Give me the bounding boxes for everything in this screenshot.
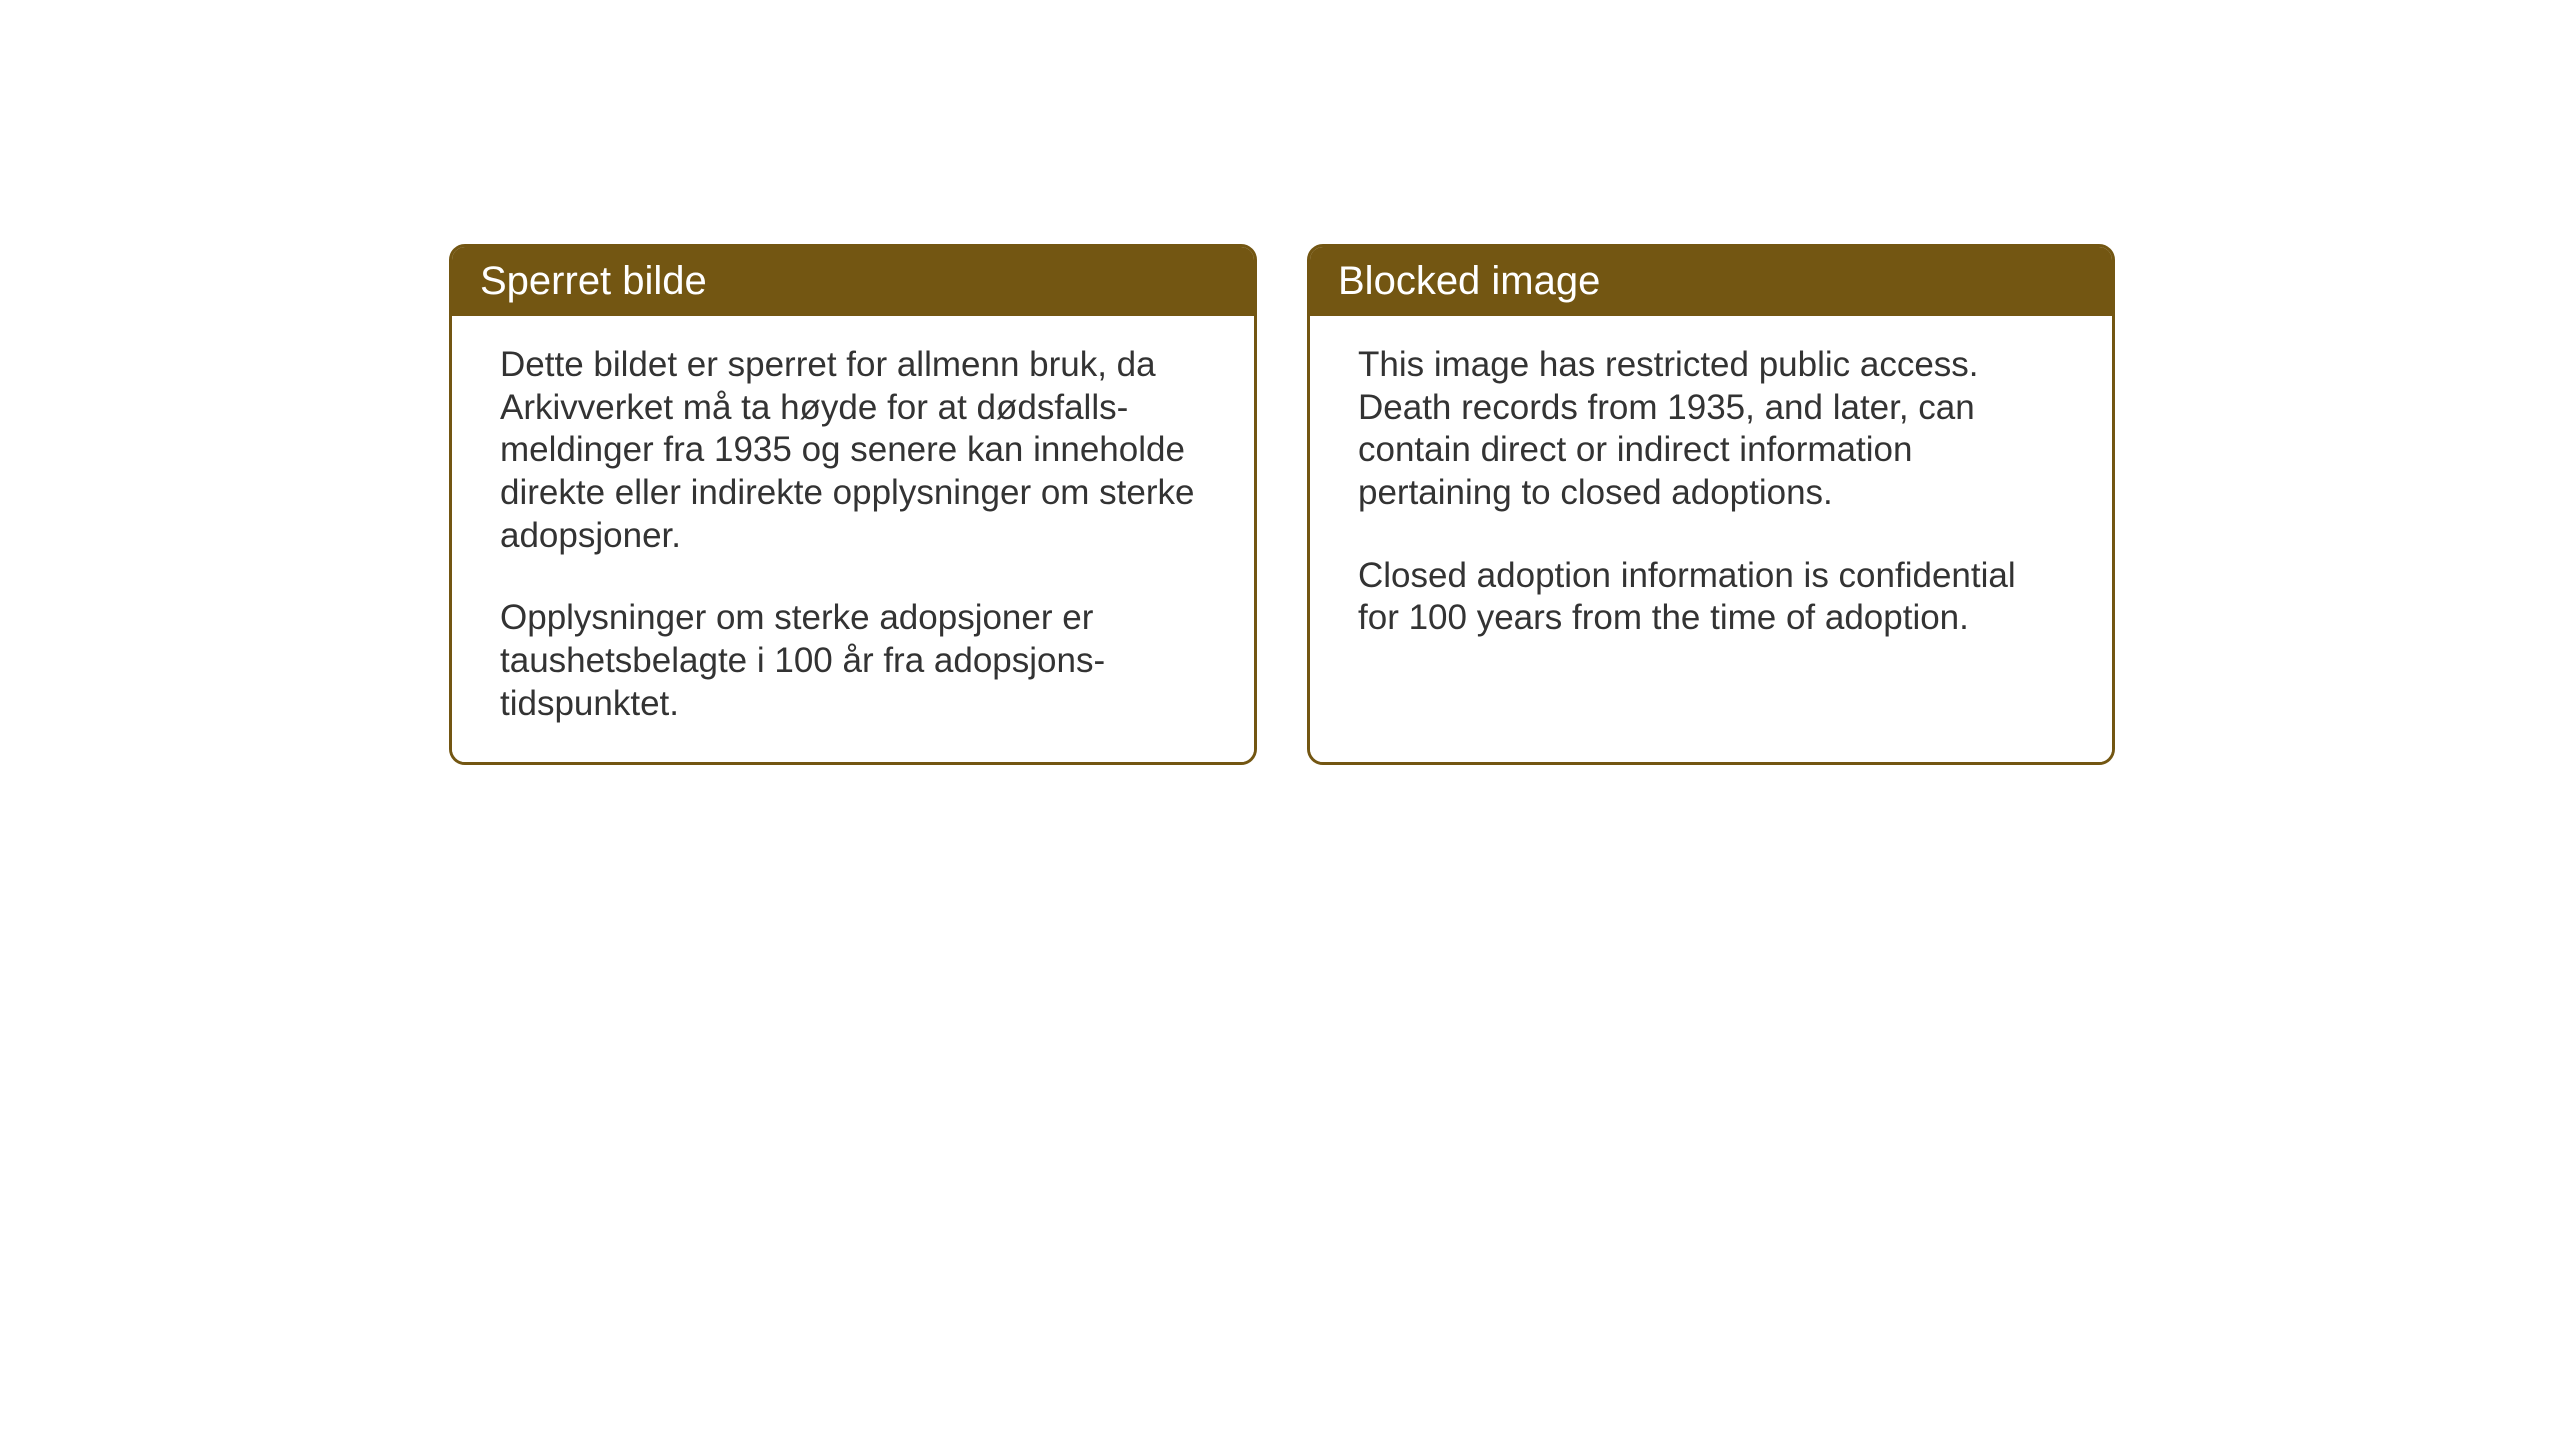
card-english: Blocked image This image has restricted … xyxy=(1307,244,2115,765)
card-header-english: Blocked image xyxy=(1310,247,2112,316)
card-body-english: This image has restricted public access.… xyxy=(1310,316,2112,762)
paragraph-2-english: Closed adoption information is confident… xyxy=(1358,555,2064,640)
card-norwegian: Sperret bilde Dette bildet er sperret fo… xyxy=(449,244,1257,765)
card-header-norwegian: Sperret bilde xyxy=(452,247,1254,316)
card-body-norwegian: Dette bildet er sperret for allmenn bruk… xyxy=(452,316,1254,762)
paragraph-2-norwegian: Opplysninger om sterke adopsjoner er tau… xyxy=(500,597,1206,725)
cards-container: Sperret bilde Dette bildet er sperret fo… xyxy=(0,0,2560,765)
paragraph-1-english: This image has restricted public access.… xyxy=(1358,344,2064,515)
paragraph-1-norwegian: Dette bildet er sperret for allmenn bruk… xyxy=(500,344,1206,557)
